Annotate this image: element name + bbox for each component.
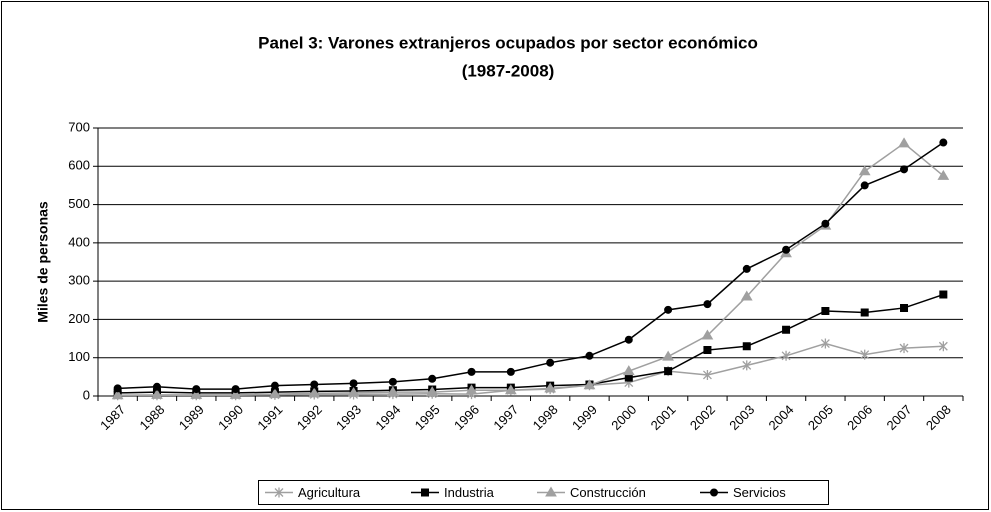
- data-point: [426, 386, 439, 397]
- y-tick-label: 400: [68, 234, 90, 249]
- data-point: [465, 384, 478, 395]
- data-point: [821, 307, 830, 316]
- legend-label: Industria: [444, 485, 495, 500]
- chart-title: Panel 3: Varones extranjeros ocupados po…: [258, 33, 758, 52]
- legend-label: Servicios: [733, 485, 786, 500]
- data-point: [622, 365, 635, 376]
- y-tick-label: 200: [68, 311, 90, 326]
- data-point: [387, 386, 399, 397]
- data-point: [938, 341, 948, 352]
- y-tick-label: 600: [68, 158, 90, 173]
- data-point: [546, 358, 555, 367]
- data-point: [544, 382, 557, 393]
- data-point: [742, 360, 752, 371]
- data-point: [860, 181, 869, 190]
- data-point: [270, 381, 279, 390]
- data-point: [113, 384, 122, 393]
- data-point: [111, 389, 124, 400]
- data-point: [702, 369, 712, 380]
- data-point: [192, 385, 201, 394]
- y-tick-label: 500: [68, 196, 90, 211]
- data-point: [898, 137, 910, 148]
- data-point: [703, 300, 712, 309]
- y-tick-label: 100: [68, 349, 90, 364]
- data-point: [742, 342, 751, 351]
- data-point: [190, 388, 203, 399]
- series-line: [117, 142, 944, 396]
- legend-marker: [709, 488, 719, 497]
- data-point: [504, 384, 517, 395]
- data-point: [742, 264, 751, 273]
- data-point: [858, 165, 871, 176]
- y-tick-label: 700: [68, 119, 90, 134]
- data-point: [782, 245, 791, 254]
- data-point: [937, 169, 950, 180]
- data-point: [740, 290, 753, 301]
- data-point: [664, 305, 673, 314]
- legend-marker: [421, 488, 429, 497]
- data-point: [152, 382, 161, 391]
- data-point: [860, 349, 870, 360]
- series-line: [117, 141, 944, 390]
- data-point: [428, 374, 437, 383]
- data-point: [821, 219, 830, 228]
- data-point: [900, 165, 909, 174]
- data-point: [701, 329, 714, 340]
- legend-marker: [274, 487, 284, 498]
- data-point: [349, 379, 358, 388]
- data-point: [624, 373, 633, 382]
- data-point: [583, 379, 596, 390]
- data-point: [585, 351, 594, 360]
- y-tick-label: 0: [83, 387, 90, 402]
- data-point: [310, 380, 319, 389]
- data-point: [308, 387, 321, 398]
- y-axis-label: Miles de personas: [35, 201, 51, 323]
- data-point: [782, 325, 791, 334]
- data-point: [151, 388, 163, 399]
- data-point: [662, 350, 674, 361]
- data-point: [231, 385, 240, 394]
- data-point: [860, 308, 869, 317]
- data-point: [506, 367, 515, 376]
- data-point: [820, 338, 830, 349]
- legend-label: Construcción: [570, 485, 646, 500]
- data-point: [269, 388, 281, 399]
- data-point: [900, 303, 909, 312]
- data-point: [347, 386, 360, 397]
- chart-subtitle: (1987-2008): [462, 61, 555, 80]
- data-point: [703, 346, 712, 355]
- data-point: [467, 367, 476, 376]
- data-point: [939, 138, 948, 147]
- data-point: [229, 388, 242, 399]
- legend-marker: [545, 486, 557, 497]
- legend-label: Agricultura: [298, 485, 361, 500]
- series-line: [117, 293, 944, 394]
- data-point: [899, 343, 909, 354]
- data-point: [781, 350, 791, 361]
- data-point: [939, 290, 948, 299]
- data-point: [624, 335, 633, 344]
- data-point: [388, 377, 397, 386]
- data-point: [664, 367, 673, 376]
- y-tick-label: 300: [68, 273, 90, 288]
